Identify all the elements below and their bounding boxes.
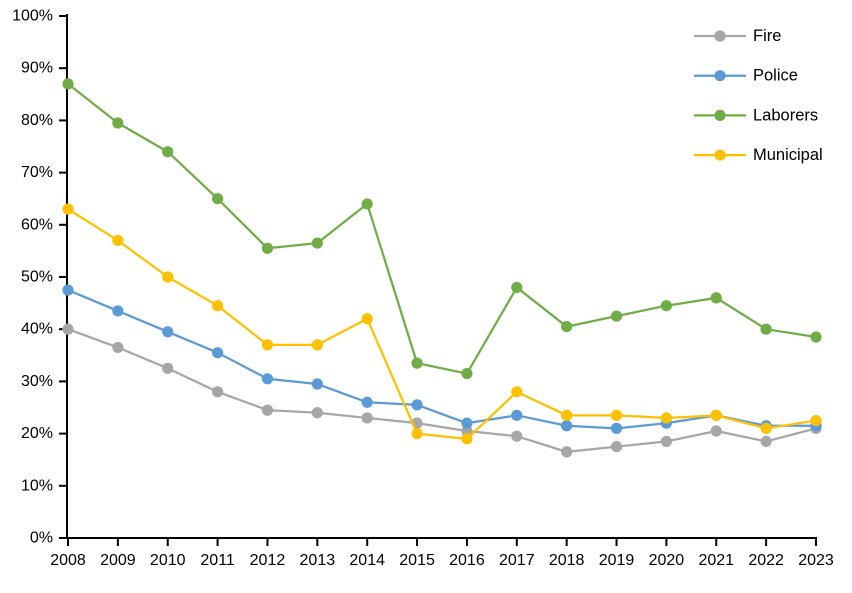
data-point-police-2016 <box>461 417 473 429</box>
data-point-laborers-2011 <box>212 193 224 205</box>
x-axis-tick-label: 2023 <box>798 552 834 569</box>
series-line-police <box>67 289 816 430</box>
y-axis-tick-label: 100% <box>12 8 53 25</box>
data-point-fire-2022 <box>760 435 772 448</box>
series-line-laborers <box>67 82 817 375</box>
data-point-fire-2019 <box>610 441 623 453</box>
data-point-laborers-2009 <box>112 117 124 129</box>
data-point-police-2014 <box>361 396 373 408</box>
x-axis-tick-label: 2015 <box>399 552 435 569</box>
legend-label-fire: Fire <box>753 27 781 45</box>
data-point-fire-2009 <box>112 341 124 354</box>
data-point-laborers-2019 <box>610 310 623 322</box>
data-point-police-2013 <box>311 378 323 390</box>
data-point-municipal-2018 <box>561 409 573 421</box>
x-axis-tick-label: 2017 <box>499 552 535 569</box>
data-point-municipal-2022 <box>760 422 772 434</box>
legend-marker-laborers <box>714 109 726 121</box>
data-point-fire-2020 <box>660 435 673 448</box>
y-axis-tick-label: 60% <box>21 216 53 233</box>
data-point-municipal-2014 <box>361 313 373 325</box>
data-point-fire-2013 <box>311 407 323 419</box>
data-point-police-2019 <box>610 422 623 434</box>
legend-marker-municipal <box>714 149 726 161</box>
x-axis-tick-label: 2011 <box>200 552 235 569</box>
data-point-laborers-2022 <box>760 323 772 335</box>
y-axis-tick-label: 40% <box>21 321 53 338</box>
data-point-laborers-2008 <box>62 78 74 90</box>
x-axis-tick-label: 2018 <box>549 552 585 569</box>
series-line-municipal <box>67 208 817 440</box>
data-point-laborers-2010 <box>162 146 174 158</box>
data-point-laborers-2014 <box>361 198 373 210</box>
data-point-police-2008 <box>62 284 74 296</box>
legend-marker-fire <box>714 30 726 42</box>
data-point-fire-2014 <box>361 412 373 424</box>
data-point-municipal-2020 <box>660 412 673 424</box>
y-axis-tick-label: 90% <box>21 60 53 77</box>
data-point-fire-2016 <box>461 425 473 437</box>
data-point-municipal-2021 <box>710 409 722 421</box>
legend-label-laborers: Laborers <box>753 106 818 124</box>
data-point-fire-2018 <box>561 446 573 458</box>
x-axis-tick-label: 2008 <box>50 552 86 569</box>
data-point-fire-2021 <box>710 425 722 437</box>
x-axis-tick-label: 2022 <box>748 552 784 569</box>
x-axis-tick-label: 2019 <box>599 552 635 569</box>
x-axis-tick-label: 2021 <box>698 552 734 569</box>
data-point-laborers-2017 <box>511 281 523 294</box>
data-point-laborers-2012 <box>261 242 274 254</box>
data-point-municipal-2023 <box>810 414 822 427</box>
data-point-fire-2008 <box>62 323 74 335</box>
data-point-laborers-2020 <box>660 300 673 312</box>
data-point-municipal-2015 <box>411 428 423 440</box>
data-point-fire-2011 <box>212 386 224 398</box>
data-point-laborers-2013 <box>311 237 323 249</box>
data-point-municipal-2019 <box>610 409 623 421</box>
series-line-fire <box>67 328 817 453</box>
y-axis-tick-label: 20% <box>21 425 53 442</box>
y-axis-tick-label: 10% <box>21 477 53 494</box>
y-axis-tick-label: 80% <box>21 112 53 129</box>
data-point-laborers-2021 <box>710 292 722 304</box>
data-point-police-2018 <box>561 420 573 432</box>
data-point-municipal-2013 <box>311 339 323 351</box>
data-point-police-2009 <box>112 305 124 317</box>
legend-marker-police <box>714 70 726 82</box>
data-point-municipal-2008 <box>62 203 74 215</box>
data-point-fire-2010 <box>162 362 174 374</box>
data-point-municipal-2012 <box>261 339 274 351</box>
y-axis-tick-label: 50% <box>21 269 53 286</box>
data-point-municipal-2017 <box>511 386 523 398</box>
data-point-laborers-2016 <box>461 367 473 380</box>
data-point-police-2012 <box>261 373 274 385</box>
data-point-police-2015 <box>411 399 423 411</box>
data-point-municipal-2011 <box>212 300 224 312</box>
y-axis-tick-label: 30% <box>21 373 53 390</box>
data-point-municipal-2010 <box>162 271 174 283</box>
x-axis-tick-label: 2012 <box>250 552 286 569</box>
data-point-municipal-2009 <box>112 234 124 247</box>
legend-label-police: Police <box>753 67 798 85</box>
data-point-police-2017 <box>511 409 523 421</box>
legend-label-municipal: Municipal <box>753 146 823 164</box>
y-axis-tick-label: 70% <box>21 164 53 181</box>
data-point-municipal-2016 <box>461 433 473 445</box>
x-axis-tick-label: 2014 <box>349 552 385 569</box>
x-axis-tick-label: 2020 <box>649 552 685 569</box>
data-point-laborers-2015 <box>411 357 423 369</box>
x-axis-tick-label: 2016 <box>449 552 485 569</box>
data-point-fire-2012 <box>261 404 274 416</box>
x-axis-tick-label: 2010 <box>150 552 186 569</box>
x-axis-tick-label: 2009 <box>100 552 136 569</box>
x-axis-tick-label: 2013 <box>300 552 336 569</box>
data-point-laborers-2018 <box>561 320 573 333</box>
data-point-police-2011 <box>212 347 224 359</box>
data-point-laborers-2023 <box>810 331 822 343</box>
y-axis-tick-label: 0% <box>30 530 53 547</box>
data-point-fire-2017 <box>511 430 523 442</box>
data-point-police-2010 <box>162 326 174 338</box>
